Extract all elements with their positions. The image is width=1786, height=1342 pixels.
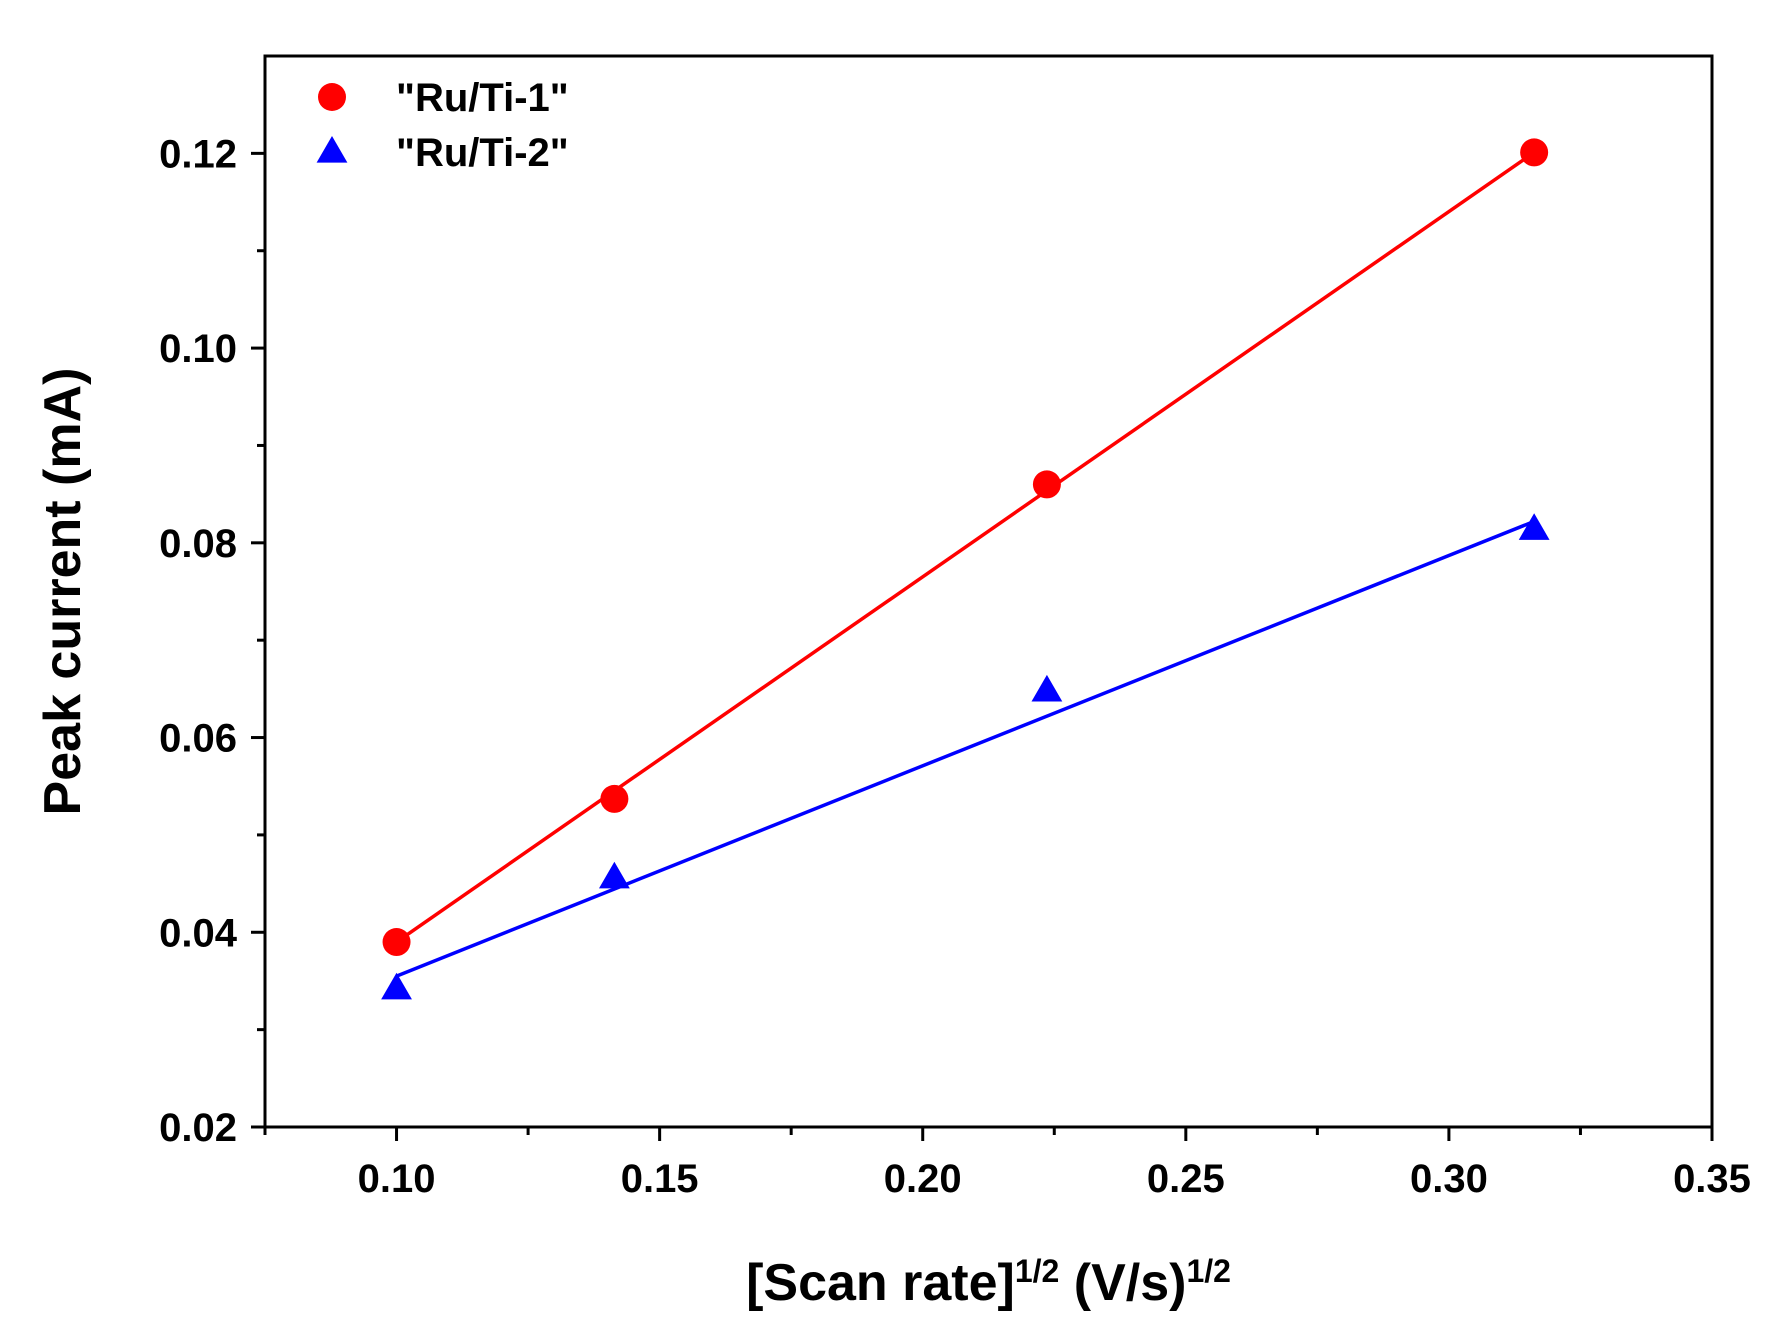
data-point-ru-ti-1 bbox=[1520, 138, 1549, 167]
legend-label-ru-ti-1: "Ru/Ti-1" bbox=[396, 76, 569, 120]
x-tick-label: 0.25 bbox=[1147, 1157, 1225, 1201]
x-tick-label: 0.10 bbox=[358, 1157, 436, 1201]
fit-lines bbox=[395, 150, 1536, 978]
data-point-ru-ti-2 bbox=[1518, 513, 1550, 540]
x-axis-title-exponent-2: 1/2 bbox=[1186, 1253, 1230, 1289]
data-point-ru-ti-2 bbox=[381, 972, 412, 1000]
x-axis: 0.10 0.15 0.20 0.25 0.30 0.35 bbox=[263, 1127, 1751, 1201]
plot-frame bbox=[263, 54, 1714, 1129]
y-axis: 0.02 0.04 0.06 0.08 0.10 0.12 bbox=[159, 132, 265, 1150]
x-tick-label: 0.35 bbox=[1673, 1157, 1751, 1201]
x-axis-title: [Scan rate]1/2 (V/s)1/2 bbox=[746, 1253, 1231, 1312]
x-tick-label: 0.15 bbox=[621, 1157, 699, 1201]
legend: "Ru/Ti-1" "Ru/Ti-2" bbox=[316, 76, 569, 175]
data-point-ru-ti-2 bbox=[1031, 674, 1063, 702]
fit-line-ru-ti-2 bbox=[395, 519, 1535, 978]
x-axis-title-units: (V/s) bbox=[1059, 1254, 1186, 1312]
data-markers bbox=[381, 138, 1550, 1000]
y-tick-label: 0.02 bbox=[159, 1106, 237, 1150]
x-tick-label: 0.20 bbox=[884, 1157, 962, 1201]
y-tick-label: 0.08 bbox=[159, 522, 237, 566]
x-axis-title-exponent-1: 1/2 bbox=[1015, 1253, 1059, 1289]
fit-line-ru-ti-1 bbox=[395, 150, 1536, 944]
x-tick-label: 0.30 bbox=[1410, 1157, 1488, 1201]
legend-label-ru-ti-2: "Ru/Ti-2" bbox=[396, 131, 569, 175]
legend-marker-ru-ti-1 bbox=[318, 83, 346, 111]
y-tick-label: 0.04 bbox=[159, 911, 238, 955]
y-tick-label: 0.10 bbox=[159, 327, 237, 371]
data-point-ru-ti-1 bbox=[382, 928, 411, 957]
y-axis-title: Peak current (mA) bbox=[34, 368, 92, 816]
data-point-ru-ti-1 bbox=[1032, 470, 1061, 499]
y-tick-label: 0.12 bbox=[159, 132, 237, 176]
data-point-ru-ti-1 bbox=[600, 784, 629, 813]
data-point-ru-ti-2 bbox=[598, 861, 630, 889]
y-tick-label: 0.06 bbox=[159, 717, 237, 761]
legend-marker-ru-ti-2 bbox=[316, 136, 348, 163]
x-axis-title-main: [Scan rate] bbox=[746, 1254, 1015, 1312]
